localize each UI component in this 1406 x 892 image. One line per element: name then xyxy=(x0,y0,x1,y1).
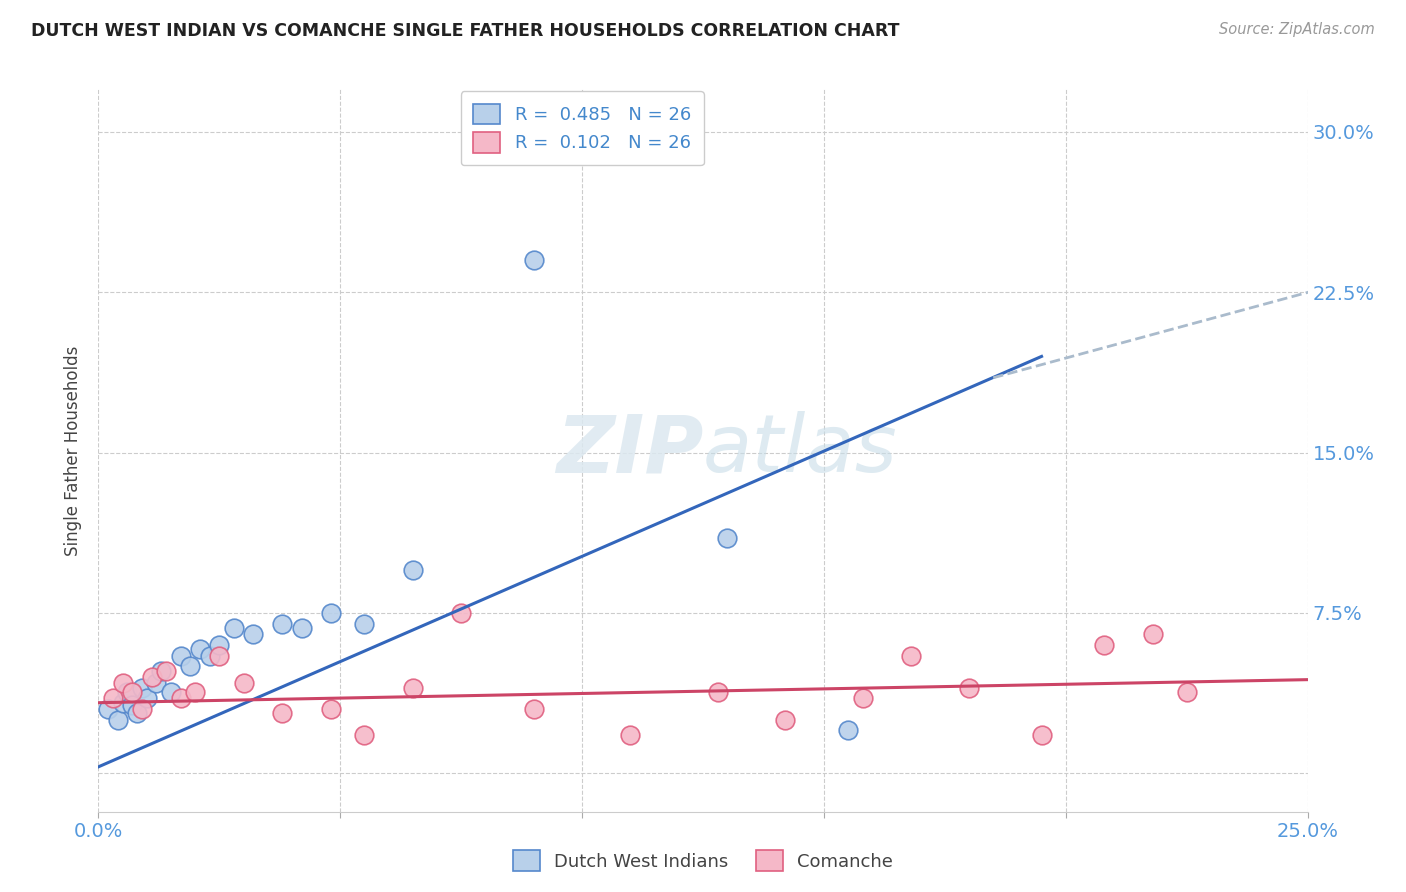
Point xyxy=(619,728,641,742)
Point xyxy=(319,702,342,716)
Point xyxy=(957,681,980,695)
Point xyxy=(198,648,221,663)
Point xyxy=(184,685,207,699)
Point xyxy=(353,728,375,742)
Point xyxy=(135,691,157,706)
Point xyxy=(837,723,859,738)
Point xyxy=(242,627,264,641)
Point xyxy=(353,616,375,631)
Legend: Dutch West Indians, Comanche: Dutch West Indians, Comanche xyxy=(506,843,900,879)
Point xyxy=(900,648,922,663)
Point xyxy=(1094,638,1116,652)
Point xyxy=(208,648,231,663)
Point xyxy=(402,681,425,695)
Point xyxy=(131,702,153,716)
Point xyxy=(852,691,875,706)
Point xyxy=(121,698,143,712)
Text: ZIP: ZIP xyxy=(555,411,703,490)
Point xyxy=(188,642,211,657)
Point xyxy=(111,696,134,710)
Point xyxy=(101,691,124,706)
Text: DUTCH WEST INDIAN VS COMANCHE SINGLE FATHER HOUSEHOLDS CORRELATION CHART: DUTCH WEST INDIAN VS COMANCHE SINGLE FAT… xyxy=(31,22,900,40)
Point xyxy=(1142,627,1164,641)
Text: atlas: atlas xyxy=(703,411,898,490)
Point xyxy=(773,713,796,727)
Text: Source: ZipAtlas.com: Source: ZipAtlas.com xyxy=(1219,22,1375,37)
Point xyxy=(141,670,163,684)
Point xyxy=(169,691,191,706)
Point xyxy=(271,616,294,631)
Point xyxy=(523,253,546,268)
Point xyxy=(169,648,191,663)
Point xyxy=(160,685,183,699)
Point xyxy=(150,664,173,678)
Point xyxy=(117,685,139,699)
Point xyxy=(97,702,120,716)
Point xyxy=(1031,728,1053,742)
Point xyxy=(208,638,231,652)
Point xyxy=(706,685,728,699)
Point xyxy=(131,681,153,695)
Legend: R =  0.485   N = 26, R =  0.102   N = 26: R = 0.485 N = 26, R = 0.102 N = 26 xyxy=(461,91,703,165)
Point xyxy=(107,713,129,727)
Point xyxy=(523,702,546,716)
Point xyxy=(121,685,143,699)
Point xyxy=(716,531,738,545)
Point xyxy=(145,676,167,690)
Point xyxy=(450,606,472,620)
Point xyxy=(1175,685,1198,699)
Point xyxy=(232,676,254,690)
Point xyxy=(271,706,294,721)
Point xyxy=(222,621,245,635)
Point xyxy=(179,659,201,673)
Point xyxy=(319,606,342,620)
Point xyxy=(111,676,134,690)
Point xyxy=(127,706,149,721)
Point xyxy=(155,664,177,678)
Point xyxy=(290,621,312,635)
Point xyxy=(402,563,425,577)
Y-axis label: Single Father Households: Single Father Households xyxy=(65,345,83,556)
